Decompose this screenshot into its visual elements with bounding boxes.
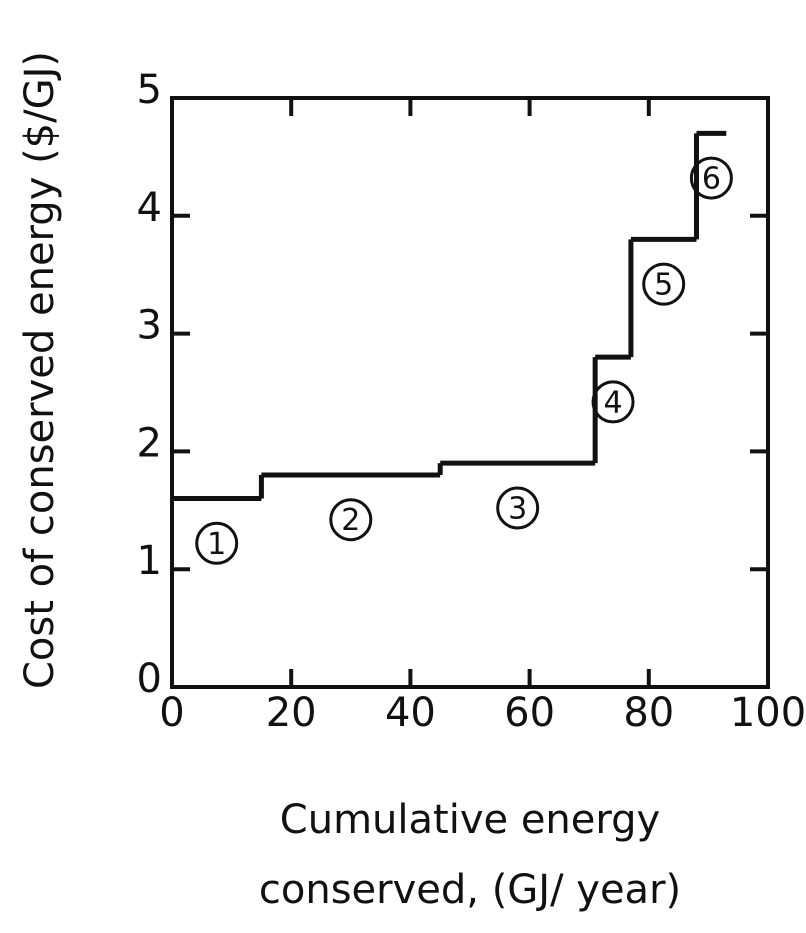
x-tick-label: 0 xyxy=(159,690,184,736)
x-axis-label: Cumulative energy xyxy=(280,797,660,843)
segment-label: 4 xyxy=(603,385,622,420)
segment-label: 6 xyxy=(702,162,721,197)
segment-label: 3 xyxy=(508,491,527,526)
y-tick-label: 2 xyxy=(137,420,162,466)
segment-label-circle xyxy=(591,380,635,424)
y-tick-label: 5 xyxy=(137,67,162,113)
segment-label-circle xyxy=(642,262,686,306)
segment-label: 5 xyxy=(654,268,673,303)
x-tick-label: 100 xyxy=(730,690,806,736)
y-tick-label: 3 xyxy=(137,303,162,349)
x-tick-label: 20 xyxy=(266,690,317,736)
segment-label-circle xyxy=(195,521,239,565)
plot-frame xyxy=(170,96,770,689)
x-axis-label: conserved, (GJ/ year) xyxy=(259,867,681,913)
y-tick-label: 0 xyxy=(137,656,162,702)
x-tick-label: 80 xyxy=(623,690,674,736)
segment-label: 2 xyxy=(341,503,360,538)
y-axis-label: Cost of conserved energy ($/GJ) xyxy=(17,51,63,689)
segment-label-circle xyxy=(689,156,733,200)
segment-label-circle xyxy=(329,498,373,542)
segment-label-circle xyxy=(496,486,540,530)
y-tick-label: 1 xyxy=(137,538,162,584)
y-tick-label: 4 xyxy=(137,185,162,231)
x-tick-label: 40 xyxy=(385,690,436,736)
segment-label: 1 xyxy=(207,527,226,562)
x-tick-label: 60 xyxy=(504,690,555,736)
